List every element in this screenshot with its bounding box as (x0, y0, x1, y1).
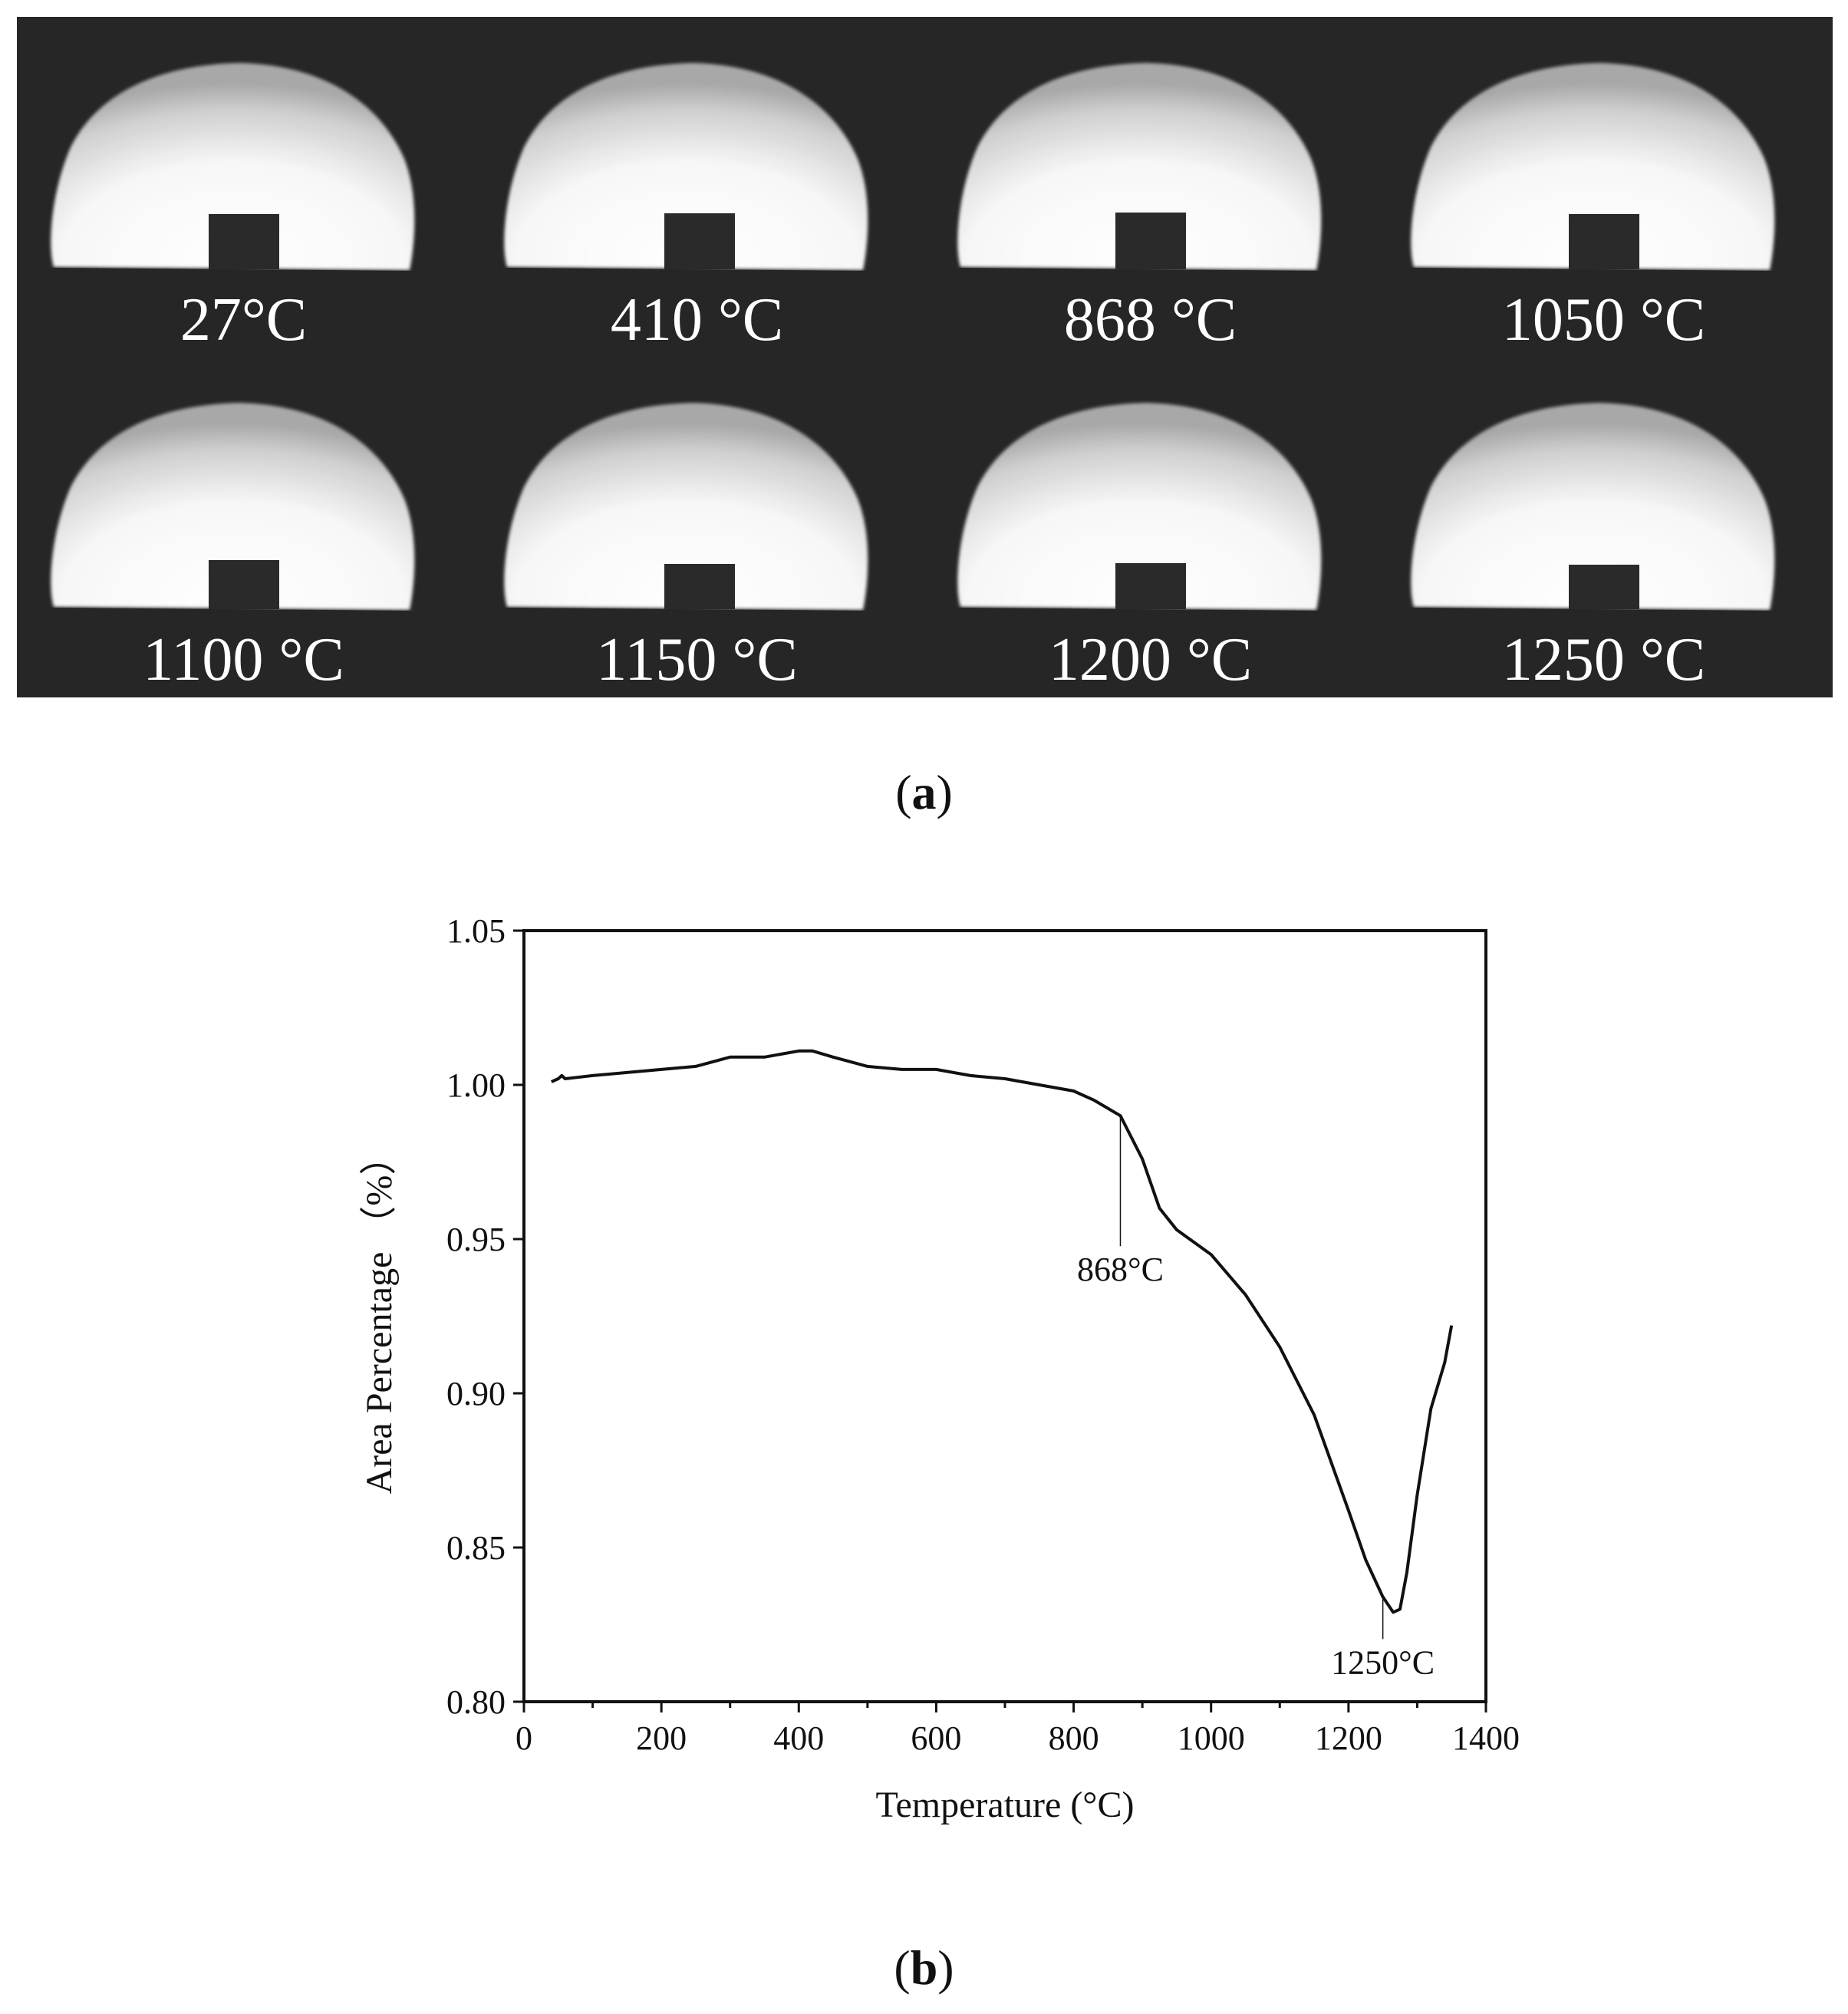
sample-image (954, 403, 1323, 614)
backlight-glow (1411, 403, 1775, 610)
x-tick-label: 0 (516, 1719, 532, 1757)
base-plate (500, 608, 870, 614)
base-plate (1407, 268, 1777, 274)
annotation-label: 868°C (1077, 1251, 1164, 1288)
frame-410c: 410 °C (470, 17, 924, 357)
sample-block (1115, 563, 1186, 609)
frame-1250c: 1250 °C (1377, 357, 1830, 697)
panel-a-image-grid: 27°C 410 °C 868 °C 1050 °C 1100 °C 1150 … (17, 17, 1833, 697)
x-tick-label: 600 (911, 1719, 961, 1757)
furnace-view (1407, 63, 1777, 274)
frame-1150c: 1150 °C (470, 357, 924, 697)
y-tick-label: 1.00 (446, 1066, 506, 1104)
backlight-glow (1411, 63, 1775, 270)
sample-block (209, 214, 279, 269)
backlight-glow (957, 403, 1322, 610)
panel-b-caption: (b) (0, 1941, 1848, 1995)
furnace-view (954, 403, 1323, 614)
caption-close-paren: ) (937, 1940, 954, 1995)
y-tick-label: 0.80 (446, 1683, 506, 1721)
frame-temperature-label: 1250 °C (1501, 626, 1706, 694)
sample-block (1115, 213, 1186, 269)
frame-868c: 868 °C (924, 17, 1377, 357)
backlight-glow (504, 63, 868, 270)
x-tick-label: 800 (1049, 1719, 1099, 1757)
sample-block (664, 213, 735, 269)
base-plate (954, 608, 1323, 614)
caption-close-paren: ) (936, 765, 953, 819)
panel-b-chart: 0 200 400 600 800 1000 1200 1400 0.80 0.85 0.90 0.9… (292, 894, 1565, 1853)
sample-block (1569, 565, 1639, 609)
caption-letter: a (911, 765, 937, 819)
y-tick-label: 0.95 (446, 1221, 506, 1258)
sample-image (47, 403, 417, 614)
sample-image (954, 63, 1323, 274)
base-plate (954, 268, 1323, 274)
plot-frame (522, 929, 1487, 1703)
sample-image (500, 63, 870, 274)
frame-temperature-label: 1200 °C (1048, 626, 1253, 694)
frame-temperature-label: 1150 °C (596, 626, 798, 694)
sample-image (500, 403, 870, 614)
y-tick-label: 0.85 (446, 1529, 506, 1567)
frame-1100c: 1100 °C (17, 357, 470, 697)
x-tick-label: 1200 (1315, 1719, 1382, 1757)
furnace-view (500, 403, 870, 614)
base-plate (500, 268, 870, 274)
x-tick-label: 1000 (1178, 1719, 1245, 1757)
sample-image (47, 63, 417, 274)
frame-27c: 27°C (17, 17, 470, 357)
y-tick-label: 1.05 (446, 912, 506, 950)
base-plate (47, 608, 417, 614)
backlight-glow (957, 63, 1322, 270)
sample-image (1407, 403, 1777, 614)
sample-block (209, 560, 279, 609)
line-chart: 0 200 400 600 800 1000 1200 1400 0.80 0.85 0.90 0.9… (359, 912, 1520, 1825)
base-plate (1407, 608, 1777, 614)
annotation-label: 1250°C (1331, 1643, 1435, 1681)
furnace-view (1407, 403, 1777, 614)
furnace-view (47, 63, 417, 274)
caption-open-paren: ( (894, 1940, 911, 1995)
frame-temperature-label: 1100 °C (143, 626, 344, 694)
data-series-line (550, 1049, 1454, 1614)
frame-temperature-label: 27°C (180, 286, 308, 354)
backlight-glow (51, 63, 415, 270)
base-plate (47, 268, 417, 274)
furnace-view (500, 63, 870, 274)
sample-image (1407, 63, 1777, 274)
panel-a-caption: (a) (0, 766, 1848, 819)
x-tick-label: 1400 (1452, 1719, 1520, 1757)
backlight-glow (504, 403, 868, 610)
sample-block (664, 564, 735, 609)
furnace-view (47, 403, 417, 614)
caption-letter: b (910, 1940, 938, 1995)
frame-temperature-label: 410 °C (610, 286, 784, 354)
x-axis-label: Temperature (°C) (875, 1785, 1134, 1825)
x-tick-label: 200 (636, 1719, 687, 1757)
sample-block (1569, 214, 1639, 269)
frame-temperature-label: 868 °C (1063, 286, 1237, 354)
frame-temperature-label: 1050 °C (1501, 286, 1706, 354)
furnace-view (954, 63, 1323, 274)
y-axis-label: Area Percentage （%） (359, 1139, 400, 1495)
frame-1050c: 1050 °C (1377, 17, 1830, 357)
caption-open-paren: ( (895, 765, 912, 819)
backlight-glow (51, 403, 415, 610)
x-tick-label: 400 (773, 1719, 824, 1757)
y-tick-label: 0.90 (446, 1375, 506, 1412)
frame-1200c: 1200 °C (924, 357, 1377, 697)
